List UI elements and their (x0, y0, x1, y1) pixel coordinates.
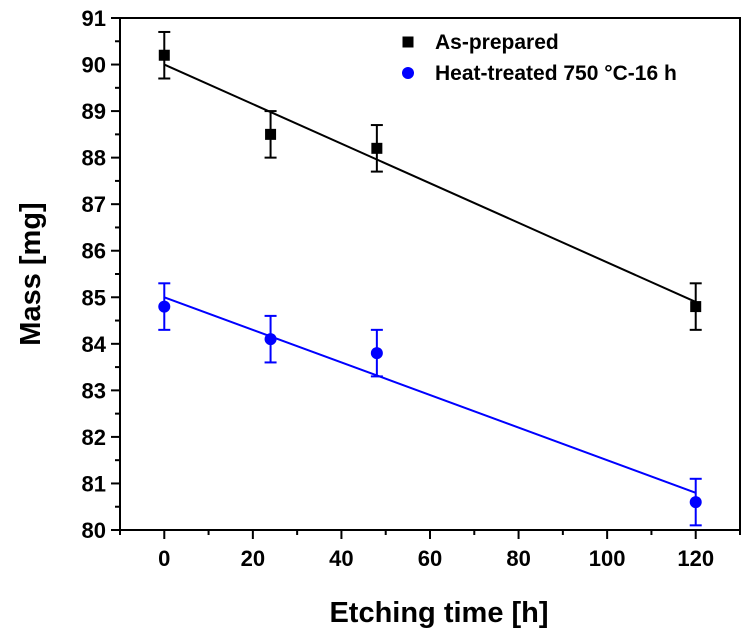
plot-frame (119, 17, 741, 531)
y-tick-label: 87 (82, 192, 106, 217)
y-tick-label: 80 (82, 518, 106, 543)
y-tick-label: 81 (82, 471, 106, 496)
data-point (158, 300, 171, 313)
fit-lines (163, 63, 697, 494)
x-tick-label: 60 (418, 546, 442, 571)
y-tick-label: 84 (82, 332, 107, 357)
fit-line (163, 296, 697, 494)
x-tick-label: 20 (241, 546, 265, 571)
data-point (370, 347, 383, 360)
fit-line (163, 63, 697, 303)
y-tick-label: 86 (82, 239, 106, 264)
legend: As-prepared Heat-treated 750 °C-16 h (402, 31, 677, 85)
y-tick-label: 90 (82, 53, 106, 78)
x-tick-label: 100 (589, 546, 626, 571)
legend-label: As-prepared (435, 31, 559, 54)
data-point (371, 142, 383, 154)
x-tick-label: 120 (677, 546, 714, 571)
y-axis: 80 81 82 83 84 85 86 87 88 89 90 91 (82, 6, 120, 543)
data-point (264, 333, 277, 346)
y-tick-label: 85 (82, 285, 106, 310)
plot-border (119, 17, 741, 531)
x-tick-label: 0 (158, 546, 170, 571)
data-point (158, 49, 170, 61)
y-axis-title: Mass [mg] (15, 202, 47, 345)
data-point (689, 496, 702, 509)
x-tick-label: 80 (506, 546, 530, 571)
y-tick-label: 82 (82, 425, 106, 450)
x-axis-title: Etching time [h] (329, 597, 548, 629)
legend-label: Heat-treated 750 °C-16 h (435, 62, 677, 85)
x-tick-label: 40 (329, 546, 353, 571)
y-tick-label: 91 (82, 6, 106, 31)
y-tick-label: 88 (82, 146, 106, 171)
data-marks (158, 30, 702, 527)
legend-marker (402, 36, 414, 48)
data-point (265, 128, 277, 140)
legend-marker (402, 67, 414, 79)
y-tick-label: 89 (82, 99, 106, 124)
data-point (690, 301, 702, 313)
x-axis: 0 20 40 60 80 100 120 (119, 530, 741, 571)
y-tick-label: 83 (82, 378, 106, 403)
